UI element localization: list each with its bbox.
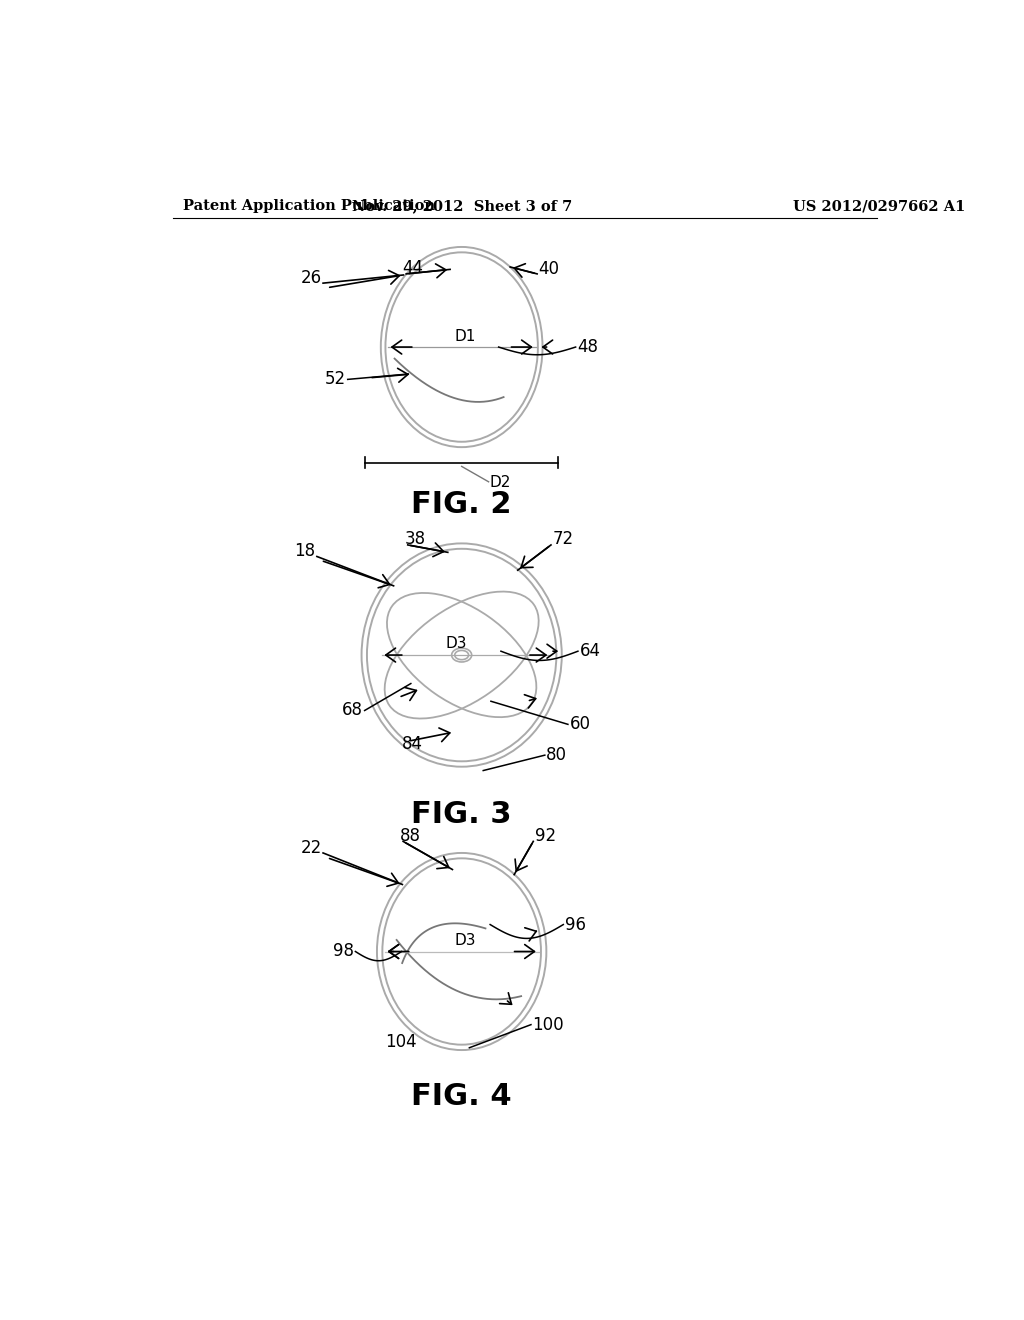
Text: 44: 44 — [402, 259, 423, 277]
Text: 48: 48 — [578, 338, 598, 356]
Text: 60: 60 — [569, 715, 591, 734]
Text: Patent Application Publication: Patent Application Publication — [183, 199, 435, 213]
Text: 96: 96 — [565, 916, 586, 933]
Text: 26: 26 — [300, 269, 322, 286]
Text: 100: 100 — [532, 1015, 564, 1034]
Text: 92: 92 — [535, 828, 556, 845]
Text: Nov. 29, 2012  Sheet 3 of 7: Nov. 29, 2012 Sheet 3 of 7 — [351, 199, 571, 213]
Text: FIG. 4: FIG. 4 — [412, 1082, 512, 1110]
Text: 64: 64 — [580, 643, 600, 660]
Text: D1: D1 — [455, 329, 476, 343]
Text: 88: 88 — [400, 828, 421, 845]
Text: 72: 72 — [553, 529, 573, 548]
Text: 80: 80 — [547, 746, 567, 764]
Text: 104: 104 — [385, 1034, 417, 1051]
Text: D3: D3 — [445, 636, 467, 651]
Text: 40: 40 — [539, 260, 560, 277]
Text: FIG. 3: FIG. 3 — [412, 800, 512, 829]
Text: D2: D2 — [489, 475, 511, 490]
Text: 38: 38 — [404, 529, 426, 548]
Text: 18: 18 — [294, 543, 315, 560]
Text: 98: 98 — [333, 942, 354, 961]
Text: FIG. 2: FIG. 2 — [412, 491, 512, 519]
Text: D3: D3 — [455, 933, 476, 948]
Text: 84: 84 — [401, 735, 423, 752]
Text: 22: 22 — [300, 838, 322, 857]
Text: 68: 68 — [342, 701, 364, 719]
Text: 52: 52 — [325, 371, 346, 388]
Text: US 2012/0297662 A1: US 2012/0297662 A1 — [793, 199, 966, 213]
